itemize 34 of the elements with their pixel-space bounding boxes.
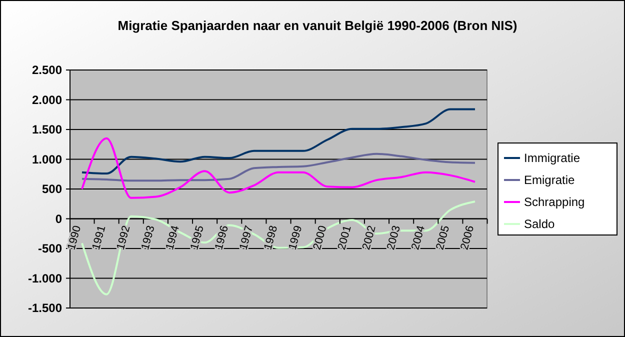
x-tick-label: 1997 — [238, 224, 256, 252]
x-tick-label: 2000 — [311, 224, 330, 252]
y-tick-label: 1.000 — [32, 152, 62, 166]
y-tick-label: 0 — [55, 212, 62, 226]
x-tick-label: 1999 — [286, 224, 305, 252]
y-tick-label: 1.500 — [32, 122, 62, 137]
y-tick-label: 500 — [42, 182, 62, 196]
x-tick-label: 1991 — [90, 224, 108, 252]
x-tick-label: 2005 — [434, 224, 452, 252]
y-tick-label: -1.000 — [28, 271, 62, 286]
x-tick-label: 1998 — [262, 224, 280, 252]
x-tick-label: 1993 — [139, 224, 158, 252]
x-tick-label: 2002 — [360, 224, 378, 252]
y-tick-label: 2.000 — [32, 92, 62, 107]
legend-label: Saldo — [524, 217, 556, 232]
x-tick-label: 1995 — [188, 224, 206, 252]
y-tick-label: 2.500 — [32, 63, 62, 78]
x-tick-label: 2001 — [336, 224, 354, 252]
line-series — [81, 137, 476, 199]
legend-label: Emigratie — [524, 173, 576, 188]
x-tick-label: 1996 — [213, 224, 231, 252]
y-tick-label: -1.500 — [28, 301, 62, 316]
x-tick-label: 1990 — [66, 224, 84, 252]
chart-title: Migratie Spanjaarden naar en vanuit België 1990-2006 (Bron NIS) — [118, 18, 518, 33]
y-tick-label: -500 — [38, 242, 62, 256]
x-tick-label: 1994 — [164, 224, 182, 252]
x-tick-label: 1992 — [114, 224, 133, 252]
legend-label: Schrapping — [524, 195, 585, 210]
x-tick-label: 2004 — [410, 224, 428, 252]
x-tick-label: 2003 — [385, 224, 403, 252]
legend-label: Immigratie — [524, 151, 580, 166]
line-series — [81, 152, 476, 182]
line-series — [81, 108, 476, 175]
x-tick-label: 2006 — [458, 224, 477, 252]
